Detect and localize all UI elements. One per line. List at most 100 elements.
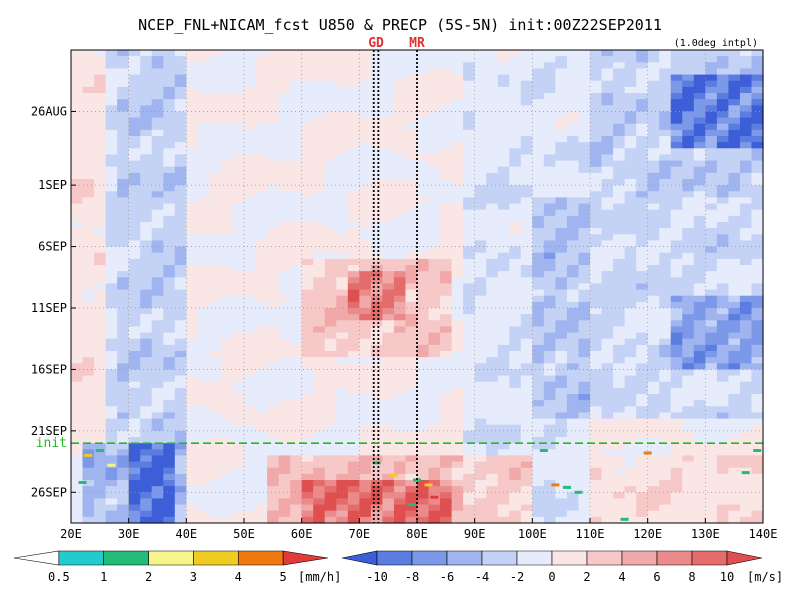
heat-cell xyxy=(543,387,556,395)
heat-cell xyxy=(186,424,199,432)
heat-cell xyxy=(682,344,695,352)
heat-cell xyxy=(278,228,291,235)
heat-cell xyxy=(232,418,245,426)
heat-cell xyxy=(405,301,418,309)
heat-cell xyxy=(555,394,568,401)
heat-cell xyxy=(324,394,337,401)
heat-cell xyxy=(313,136,326,143)
heat-cell xyxy=(232,277,245,285)
heat-cell xyxy=(140,105,153,113)
heat-cell xyxy=(232,357,245,364)
heat-cell xyxy=(624,99,637,106)
heat-cell xyxy=(117,357,130,364)
heat-cell xyxy=(151,283,164,291)
heat-cell xyxy=(151,363,164,371)
heat-cell xyxy=(370,406,383,414)
heat-cell xyxy=(232,142,245,149)
heat-cell xyxy=(451,160,464,168)
heat-cell xyxy=(451,308,464,315)
heat-cell xyxy=(590,387,603,395)
heat-cell xyxy=(451,412,464,420)
heat-cell xyxy=(163,93,176,100)
heat-cell xyxy=(428,455,441,463)
heat-cell xyxy=(267,166,280,174)
heat-cell xyxy=(486,467,499,475)
heat-cell xyxy=(728,209,741,217)
heat-cell xyxy=(682,129,695,137)
heat-cell xyxy=(659,228,672,235)
heat-cell xyxy=(347,301,360,309)
heat-cell xyxy=(624,283,637,291)
heat-cell xyxy=(555,338,568,346)
heat-cell xyxy=(255,289,268,297)
heat-cell xyxy=(117,277,130,285)
heat-cell xyxy=(94,234,107,242)
heat-cell xyxy=(382,50,395,57)
heat-cell xyxy=(751,228,764,235)
heat-cell xyxy=(163,492,176,500)
heat-cell xyxy=(566,357,580,364)
heat-cell xyxy=(532,80,545,88)
heat-cell xyxy=(647,197,660,205)
heat-cell xyxy=(140,117,153,125)
heat-cell xyxy=(336,277,349,285)
heat-cell xyxy=(590,461,603,469)
heat-cell xyxy=(590,105,603,113)
heat-cell xyxy=(693,326,706,334)
heat-cell xyxy=(94,375,107,383)
heat-cell xyxy=(336,160,349,168)
heat-cell xyxy=(278,197,291,205)
heat-cell xyxy=(636,295,649,303)
heat-cell xyxy=(601,148,614,156)
heat-cell xyxy=(417,461,430,469)
heat-cell xyxy=(94,504,107,512)
heat-cell xyxy=(186,504,199,512)
heat-cell xyxy=(301,246,314,254)
heat-cell xyxy=(739,344,753,352)
wind-colorbar-label: -6 xyxy=(440,570,454,584)
heat-cell xyxy=(705,443,718,450)
heat-cell xyxy=(463,50,476,57)
heat-cell xyxy=(693,62,706,70)
heat-cell xyxy=(82,406,95,414)
heat-cell xyxy=(543,430,556,438)
heat-cell xyxy=(105,185,118,192)
heat-cell xyxy=(313,111,326,119)
heat-cell xyxy=(440,62,453,70)
heat-cell xyxy=(601,283,614,291)
heat-cell xyxy=(313,258,326,266)
heat-cell xyxy=(267,154,280,162)
heat-cell xyxy=(244,246,257,254)
heat-cell xyxy=(739,185,753,192)
heat-cell xyxy=(509,136,522,143)
heat-cell xyxy=(209,430,222,438)
heat-cell xyxy=(382,492,395,500)
heat-cell xyxy=(659,93,672,100)
heat-cell xyxy=(497,418,510,426)
heat-cell xyxy=(613,203,626,211)
heat-cell xyxy=(140,301,153,309)
heat-cell xyxy=(520,498,533,506)
heat-cell xyxy=(636,480,649,487)
heat-cell xyxy=(705,148,718,156)
heat-cell xyxy=(555,209,568,217)
heat-cell xyxy=(232,258,245,266)
heat-cell xyxy=(613,516,626,524)
heat-cell xyxy=(601,123,614,131)
heat-cell xyxy=(174,179,187,186)
heat-cell xyxy=(82,93,95,100)
heat-cell xyxy=(220,105,234,113)
heat-cell xyxy=(244,160,257,168)
heat-cell xyxy=(220,412,234,420)
heat-cell xyxy=(543,203,556,211)
heat-cell xyxy=(716,449,729,457)
heat-cell xyxy=(682,111,695,119)
heat-cell xyxy=(163,74,176,82)
heat-cell xyxy=(186,400,199,407)
heat-cell xyxy=(278,455,291,463)
heat-cell xyxy=(128,424,141,432)
heat-cell xyxy=(232,228,245,235)
heat-cell xyxy=(174,480,187,487)
heat-cell xyxy=(232,154,245,162)
heat-cell xyxy=(578,215,591,223)
